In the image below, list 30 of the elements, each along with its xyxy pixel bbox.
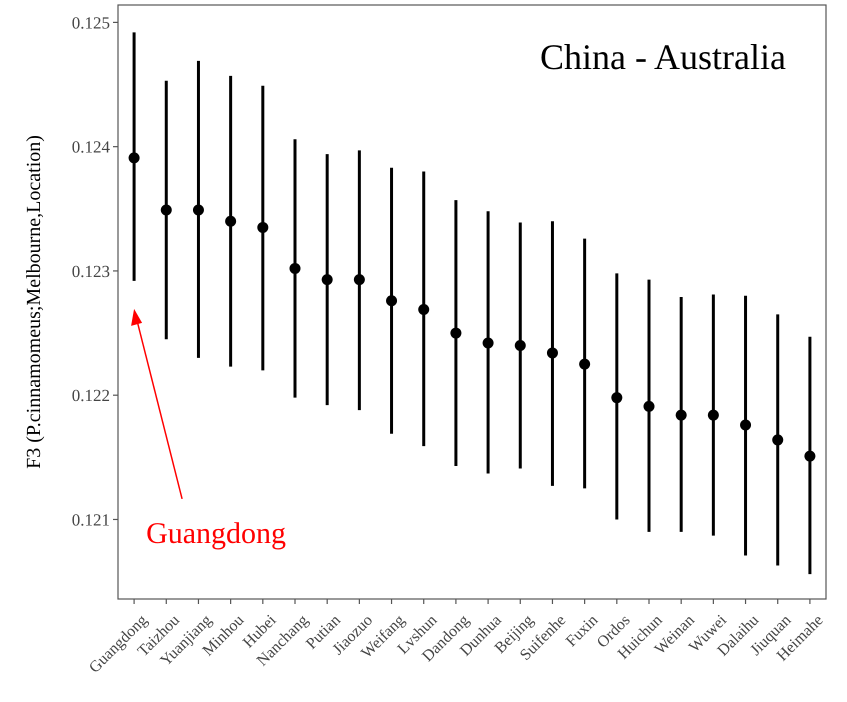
point	[644, 400, 654, 412]
point	[354, 274, 365, 286]
point	[804, 450, 816, 462]
point	[772, 434, 784, 446]
point	[160, 204, 172, 216]
y-tick-label: 0.124	[72, 138, 110, 157]
y-tick-label: 0.121	[72, 510, 110, 530]
point	[708, 410, 719, 421]
point	[257, 222, 268, 233]
point	[128, 152, 140, 164]
annotation: Guangdong	[146, 516, 286, 550]
point	[386, 295, 398, 306]
point	[450, 328, 462, 339]
point	[514, 340, 526, 351]
y-axis-title: F3 (P.cinnamomeus;Melbourne,Location)	[23, 135, 45, 469]
y-tick-label: 0.125	[72, 13, 110, 32]
point	[546, 347, 558, 358]
point	[225, 216, 236, 227]
point	[676, 410, 687, 421]
point	[322, 274, 333, 286]
point	[579, 358, 590, 370]
point	[740, 420, 752, 431]
point	[192, 204, 204, 216]
text: China - Australia	[540, 37, 786, 77]
point	[290, 262, 300, 274]
point	[418, 304, 430, 315]
point	[482, 338, 494, 349]
y-tick-label: 0.123	[72, 262, 110, 281]
y-tick-label: 0.122	[72, 386, 110, 406]
point	[611, 392, 622, 404]
